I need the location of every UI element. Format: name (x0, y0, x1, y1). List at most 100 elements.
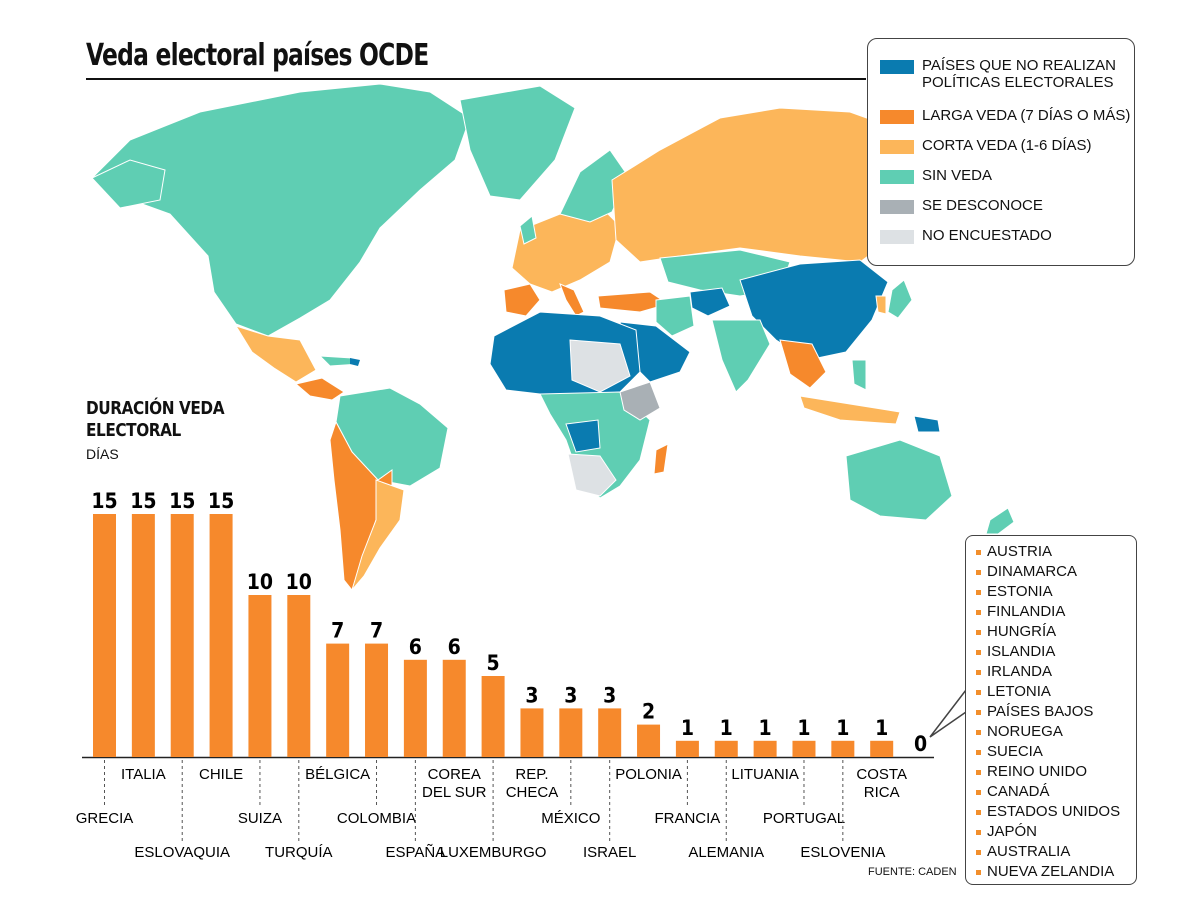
bar-value-label: 6 (448, 635, 461, 659)
list-item: HUNGRÍA (976, 622, 1056, 642)
category-label: TURQUÍA (265, 844, 333, 861)
bar (481, 676, 505, 757)
map-china (739, 259, 889, 361)
list-item: REINO UNIDO (976, 762, 1087, 782)
list-item: NUEVA ZELANDIA (976, 862, 1114, 882)
country-name: DINAMARCA (987, 563, 1078, 580)
map-iran (655, 295, 695, 337)
square-bullet-icon (976, 549, 981, 555)
square-bullet-icon (976, 809, 981, 815)
bar (870, 740, 894, 757)
bar-value-label: 1 (836, 716, 849, 740)
bar-value-label: 3 (603, 683, 616, 707)
bar-value-label: 3 (564, 683, 577, 707)
legend-item-no-ban: Sin veda (880, 167, 992, 184)
map-iberia (503, 283, 541, 317)
legend-item-short-ban: Corta veda (1-6 días) (880, 137, 1092, 154)
map-greenland (459, 85, 576, 201)
bar (442, 659, 466, 757)
list-item: LETONIA (976, 682, 1051, 702)
square-bullet-icon (976, 669, 981, 675)
legend-item-long-ban: Larga veda (7 días o más) (880, 107, 1130, 124)
country-name: NORUEGA (987, 723, 1063, 740)
category-label: COREA DEL SUR (422, 766, 487, 801)
category-label: ESLOVAQUIA (134, 844, 230, 861)
bar (365, 643, 389, 757)
square-bullet-icon (976, 589, 981, 595)
list-item: IRLANDA (976, 662, 1052, 682)
map-korea (875, 295, 887, 315)
map-new-zealand (985, 507, 1015, 535)
map-australia (845, 439, 953, 521)
country-name: NUEVA ZELANDIA (987, 863, 1115, 880)
bar (287, 595, 311, 757)
list-item: SUECIA (976, 742, 1043, 762)
bar-value-label: 15 (169, 489, 195, 513)
legend-item-no-policies: Países que no realizan políticas elector… (880, 57, 1132, 91)
bar (209, 514, 233, 757)
country-name: AUSTRIA (987, 543, 1053, 560)
map-indonesia (799, 395, 901, 425)
legend-item-not-surveyed: No encuestado (880, 227, 1052, 244)
bar-value-label: 0 (914, 732, 927, 756)
category-label: SUIZA (238, 810, 282, 827)
map-sahel (569, 339, 631, 393)
category-label: ALEMANIA (688, 844, 764, 861)
category-label: BÉLGICA (305, 766, 370, 783)
bar (520, 708, 544, 757)
legend-swatch (880, 200, 914, 214)
list-item: AUSTRALIA (976, 842, 1070, 862)
map-legend: Países que no realizan políticas elector… (867, 38, 1135, 266)
bar (559, 708, 583, 757)
category-label: LITUANIA (731, 766, 799, 783)
bar-value-label: 15 (91, 489, 117, 513)
bar-value-label: 1 (681, 716, 694, 740)
country-name: FINLANDIA (987, 603, 1066, 620)
legend-label: Se desconoce (922, 197, 1043, 214)
country-name: REINO UNIDO (987, 763, 1088, 780)
bar (131, 514, 155, 757)
bar-value-label: 10 (247, 570, 273, 594)
map-papua (913, 415, 941, 433)
bar-value-label: 7 (370, 619, 383, 643)
square-bullet-icon (976, 849, 981, 855)
chart-title: DURACIÓN VEDA ELECTORAL (86, 398, 225, 441)
bar-value-label: 15 (208, 489, 234, 513)
legend-label: No encuestado (922, 227, 1052, 244)
square-bullet-icon (976, 689, 981, 695)
list-item: FINLANDIA (976, 602, 1065, 622)
bar-value-label: 10 (286, 570, 312, 594)
map-alaska (91, 159, 166, 209)
category-label: COSTA RICA (856, 766, 907, 801)
list-item: ESTADOS UNIDOS (976, 802, 1120, 822)
map-uk (519, 215, 537, 245)
legend-label: Corta veda (1-6 días) (922, 137, 1092, 154)
legend-swatch (880, 170, 914, 184)
page-title: Veda electoral países OCDE (86, 38, 429, 73)
country-name: AUSTRALIA (987, 843, 1071, 860)
bar-value-label: 7 (331, 619, 344, 643)
title-underline (86, 78, 866, 80)
square-bullet-icon (976, 829, 981, 835)
map-north-america (91, 83, 471, 337)
bar-value-label: 15 (130, 489, 156, 513)
country-name: SUECIA (987, 743, 1043, 760)
square-bullet-icon (976, 769, 981, 775)
country-name: JAPÓN (987, 823, 1038, 840)
map-caribbean (350, 358, 360, 366)
square-bullet-icon (976, 629, 981, 635)
zero-days-country-list: AUSTRIA DINAMARCA ESTONIA FINLANDIA HUNGRÍA I… (965, 535, 1137, 885)
square-bullet-icon (976, 749, 981, 755)
bar (675, 740, 699, 757)
bar-value-label: 1 (875, 716, 888, 740)
bar-value-label: 6 (409, 635, 422, 659)
country-name: IRLANDA (987, 663, 1053, 680)
country-name: ESTADOS UNIDOS (987, 803, 1121, 820)
list-item: PAÍSES BAJOS (976, 702, 1093, 722)
map-southeast-asia (779, 339, 827, 389)
bar (831, 740, 855, 757)
map-congo (565, 419, 601, 453)
country-name: CANADÁ (987, 783, 1050, 800)
